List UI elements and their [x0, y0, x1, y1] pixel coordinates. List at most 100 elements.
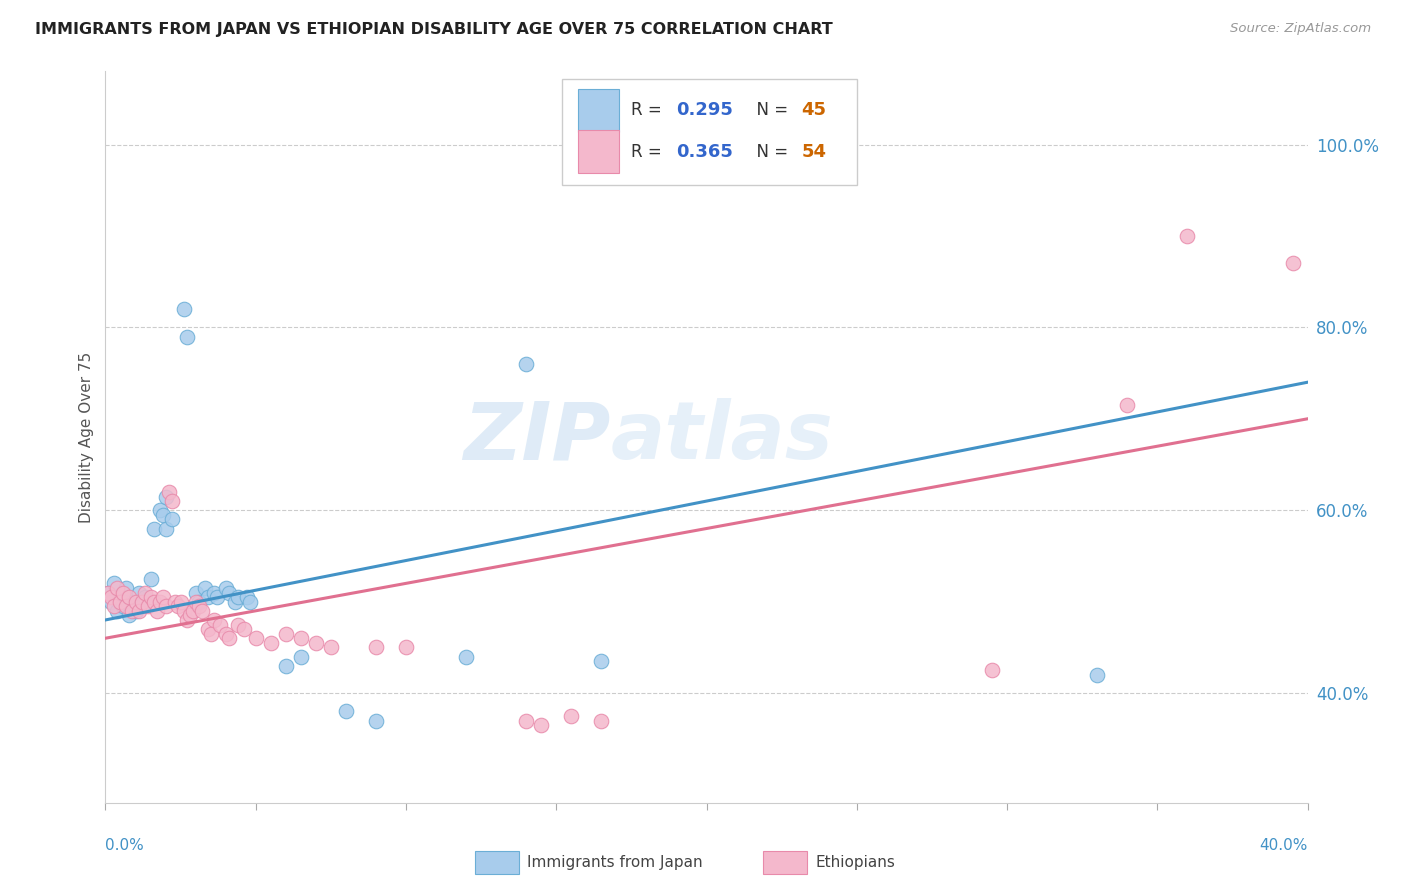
Point [184, 595, 207, 609]
Text: N =: N = [747, 101, 793, 120]
Point [560, 709, 582, 723]
Point [176, 613, 198, 627]
FancyBboxPatch shape [578, 88, 619, 132]
Text: IMMIGRANTS FROM JAPAN VS ETHIOPIAN DISABILITY AGE OVER 75 CORRELATION CHART: IMMIGRANTS FROM JAPAN VS ETHIOPIAN DISAB… [35, 22, 832, 37]
Point [155, 521, 177, 535]
Point [160, 512, 183, 526]
Point [591, 654, 613, 668]
Point [205, 590, 228, 604]
Point [131, 599, 153, 614]
Point [115, 599, 138, 614]
Point [134, 585, 156, 599]
Text: atlas: atlas [610, 398, 834, 476]
Point [155, 599, 177, 614]
Point [145, 604, 167, 618]
Text: Source: ZipAtlas.com: Source: ZipAtlas.com [1230, 22, 1371, 36]
Point [128, 585, 150, 599]
Point [118, 590, 141, 604]
Text: 0.365: 0.365 [676, 143, 734, 161]
Point [103, 576, 125, 591]
Point [110, 595, 132, 609]
Point [197, 622, 219, 636]
Point [591, 714, 613, 728]
Point [226, 590, 249, 604]
Point [224, 595, 246, 609]
Text: R =: R = [631, 143, 666, 161]
Point [187, 595, 209, 609]
Point [274, 658, 297, 673]
Text: 0.0%: 0.0% [105, 838, 145, 853]
Point [152, 590, 174, 604]
Point [319, 640, 342, 655]
Text: R =: R = [631, 101, 666, 120]
Point [245, 632, 267, 646]
Point [197, 590, 219, 604]
Point [202, 585, 225, 599]
Point [97, 585, 120, 599]
Point [148, 503, 170, 517]
Point [128, 604, 150, 618]
Point [131, 595, 153, 609]
Point [214, 626, 236, 640]
Text: Ethiopians: Ethiopians [815, 855, 896, 870]
Point [100, 590, 122, 604]
Point [134, 590, 156, 604]
Point [218, 632, 240, 646]
Point [97, 585, 120, 599]
Point [364, 714, 387, 728]
Text: ZIP: ZIP [463, 398, 610, 476]
Point [194, 581, 217, 595]
Point [290, 632, 312, 646]
Point [235, 590, 257, 604]
Point [176, 329, 198, 343]
Text: 54: 54 [801, 143, 827, 161]
Point [274, 626, 297, 640]
Point [173, 302, 195, 317]
Point [530, 718, 553, 732]
Point [190, 604, 212, 618]
Text: 45: 45 [801, 101, 827, 120]
Point [200, 626, 222, 640]
Point [112, 585, 135, 599]
Point [187, 599, 209, 614]
Point [1085, 667, 1108, 682]
Y-axis label: Disability Age Over 75: Disability Age Over 75 [79, 351, 94, 523]
Point [184, 585, 207, 599]
Point [155, 490, 177, 504]
Point [160, 494, 183, 508]
Point [103, 599, 125, 614]
Point [226, 617, 249, 632]
Point [139, 572, 162, 586]
Point [515, 357, 537, 371]
FancyBboxPatch shape [562, 78, 856, 185]
Point [395, 640, 418, 655]
Point [454, 649, 477, 664]
Point [121, 604, 143, 618]
Point [121, 595, 143, 609]
Point [1116, 398, 1139, 412]
Point [148, 595, 170, 609]
Point [335, 705, 357, 719]
Point [260, 636, 283, 650]
Point [152, 508, 174, 522]
Point [136, 599, 159, 614]
Point [239, 595, 262, 609]
Point [218, 585, 240, 599]
Point [107, 581, 129, 595]
Point [142, 595, 165, 609]
Point [173, 604, 195, 618]
Text: Immigrants from Japan: Immigrants from Japan [527, 855, 703, 870]
FancyBboxPatch shape [578, 130, 619, 173]
Point [214, 581, 236, 595]
Point [208, 617, 231, 632]
Text: 0.295: 0.295 [676, 101, 734, 120]
Point [112, 599, 135, 614]
Point [232, 622, 254, 636]
Point [181, 604, 204, 618]
Text: 40.0%: 40.0% [1260, 838, 1308, 853]
Point [169, 595, 191, 609]
Point [142, 521, 165, 535]
Point [1175, 228, 1198, 243]
Point [1281, 256, 1303, 270]
Point [100, 595, 122, 609]
